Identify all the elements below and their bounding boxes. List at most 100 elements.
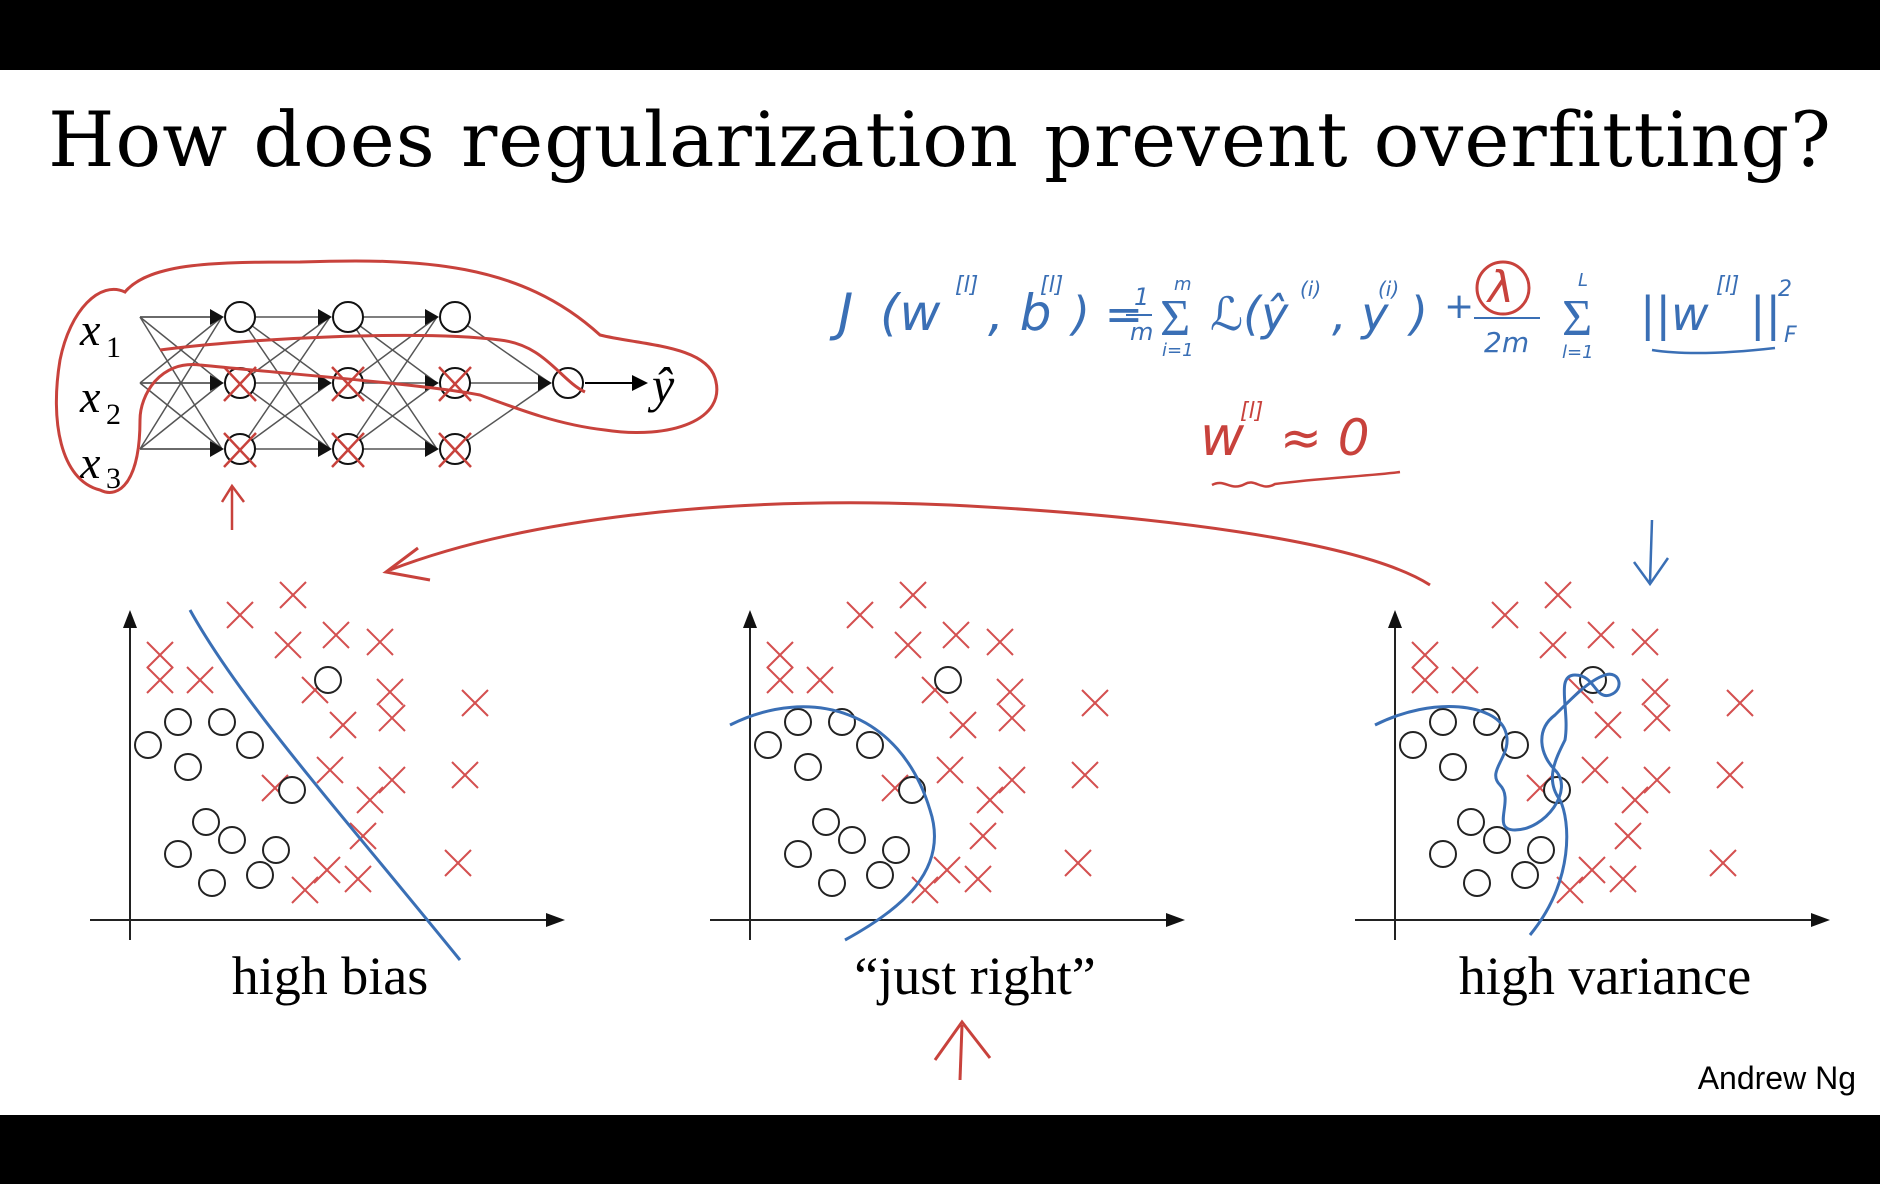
input-subscript-2: 2 xyxy=(106,398,121,431)
class-circle-marker xyxy=(898,776,926,804)
cost-sum-bottom: i=1 xyxy=(1162,340,1194,361)
cost-j-symbol: J xyxy=(829,283,853,343)
class-cross-marker xyxy=(444,849,472,877)
class-cross-marker xyxy=(969,822,997,850)
class-cross-marker xyxy=(1609,865,1637,893)
cost-sum-top: m xyxy=(1174,274,1192,295)
class-cross-marker xyxy=(1631,628,1659,656)
class-cross-marker xyxy=(976,786,1004,814)
cost-b-superscript: [l] xyxy=(1040,273,1063,298)
red-up-arrow-just-right xyxy=(958,1024,964,1081)
top-letterbox-bar xyxy=(0,0,1880,70)
class-cross-marker xyxy=(1726,689,1754,717)
class-cross-marker xyxy=(942,621,970,649)
class-cross-marker xyxy=(1539,631,1567,659)
class-cross-marker xyxy=(766,641,794,669)
bottom-letterbox-bar xyxy=(0,1115,1880,1184)
class-cross-marker xyxy=(316,756,344,784)
x-axis-arrowhead xyxy=(1811,913,1830,927)
class-circle-marker xyxy=(1439,753,1467,781)
red-inner-loop xyxy=(159,333,586,394)
dropped-neuron-cross xyxy=(223,366,257,402)
cost-frac-num: 1 xyxy=(1134,283,1149,311)
class-cross-marker xyxy=(1491,601,1519,629)
class-cross-marker xyxy=(846,601,874,629)
reg-norm-superscript: [l] xyxy=(1716,273,1739,298)
class-circle-marker xyxy=(1527,836,1555,864)
reg-norm-square: 2 xyxy=(1778,277,1792,302)
class-cross-marker xyxy=(964,865,992,893)
cost-loss-y: , y xyxy=(1332,287,1389,341)
class-cross-marker xyxy=(329,711,357,739)
class-cross-marker xyxy=(378,766,406,794)
class-cross-marker xyxy=(1544,581,1572,609)
decision-boundary xyxy=(188,609,462,961)
cost-sum-symbol: Σ xyxy=(1160,290,1190,347)
class-cross-marker xyxy=(1411,666,1439,694)
class-circle-marker xyxy=(262,836,290,864)
class-cross-marker xyxy=(1643,766,1671,794)
class-cross-marker xyxy=(451,761,479,789)
network-connection xyxy=(239,382,331,450)
class-circle-marker xyxy=(1483,826,1511,854)
network-connection xyxy=(347,316,438,384)
red-up-arrowhead-just-right xyxy=(933,1019,992,1061)
dropped-neuron-cross xyxy=(438,432,472,468)
panel-high-variance xyxy=(1355,581,1830,940)
dropped-neuron-cross xyxy=(223,432,257,468)
class-cross-marker xyxy=(186,666,214,694)
class-circle-marker xyxy=(934,666,962,694)
class-cross-marker xyxy=(1411,641,1439,669)
class-circle-marker xyxy=(246,861,274,889)
class-cross-marker xyxy=(1587,621,1615,649)
class-cross-marker xyxy=(322,621,350,649)
x-axis-arrowhead xyxy=(546,913,565,927)
author-credit: Andrew Ng xyxy=(1697,1060,1856,1096)
approx-underline xyxy=(1211,470,1401,488)
output-label-yhat: ŷ xyxy=(647,357,675,413)
class-circle-marker xyxy=(192,808,220,836)
cost-w-superscript: [l] xyxy=(955,273,978,298)
class-cross-marker xyxy=(376,678,404,706)
class-circle-marker xyxy=(134,731,162,759)
input-label-x2: x xyxy=(79,371,101,422)
class-cross-marker xyxy=(1621,786,1649,814)
approx-w-superscript: [l] xyxy=(1240,399,1263,424)
lambda-red-circle xyxy=(1475,260,1531,316)
neuron xyxy=(224,301,256,333)
network-nodes xyxy=(210,301,584,468)
class-circle-marker xyxy=(754,731,782,759)
class-cross-marker xyxy=(894,631,922,659)
neuron-arrowhead xyxy=(318,375,332,391)
network-connection xyxy=(454,382,551,450)
red-curved-arrow-variance-to-bias xyxy=(389,501,1431,587)
class-circle-marker xyxy=(838,826,866,854)
reg-sum-symbol: Σ xyxy=(1562,290,1592,347)
reg-sum-bottom: l=1 xyxy=(1562,342,1594,363)
class-circle-marker xyxy=(784,840,812,868)
class-cross-marker xyxy=(1716,761,1744,789)
y-axis-arrowhead xyxy=(123,610,137,628)
network-connection xyxy=(454,316,551,384)
neuron xyxy=(552,367,584,399)
reg-norm-frobenius: F xyxy=(1784,323,1797,348)
class-cross-marker xyxy=(378,704,406,732)
neural-network-diagram: x 1 x 2 x 3 ŷ xyxy=(54,259,719,530)
class-cross-marker xyxy=(986,628,1014,656)
class-cross-marker xyxy=(1643,704,1671,732)
input-label-x1: x xyxy=(79,304,101,355)
class-circle-marker xyxy=(1429,708,1457,736)
neuron-arrowhead xyxy=(210,441,224,457)
class-cross-marker xyxy=(936,756,964,784)
approx-w: w xyxy=(1200,405,1245,468)
network-connection xyxy=(239,316,331,450)
class-circle-marker xyxy=(198,869,226,897)
neuron-arrowhead xyxy=(538,375,552,391)
decision-boundary xyxy=(1374,672,1621,936)
class-cross-marker xyxy=(226,601,254,629)
class-cross-marker xyxy=(146,666,174,694)
class-circle-marker xyxy=(236,731,264,759)
input-subscript-3: 3 xyxy=(106,462,121,495)
neuron-arrowhead xyxy=(425,309,439,325)
